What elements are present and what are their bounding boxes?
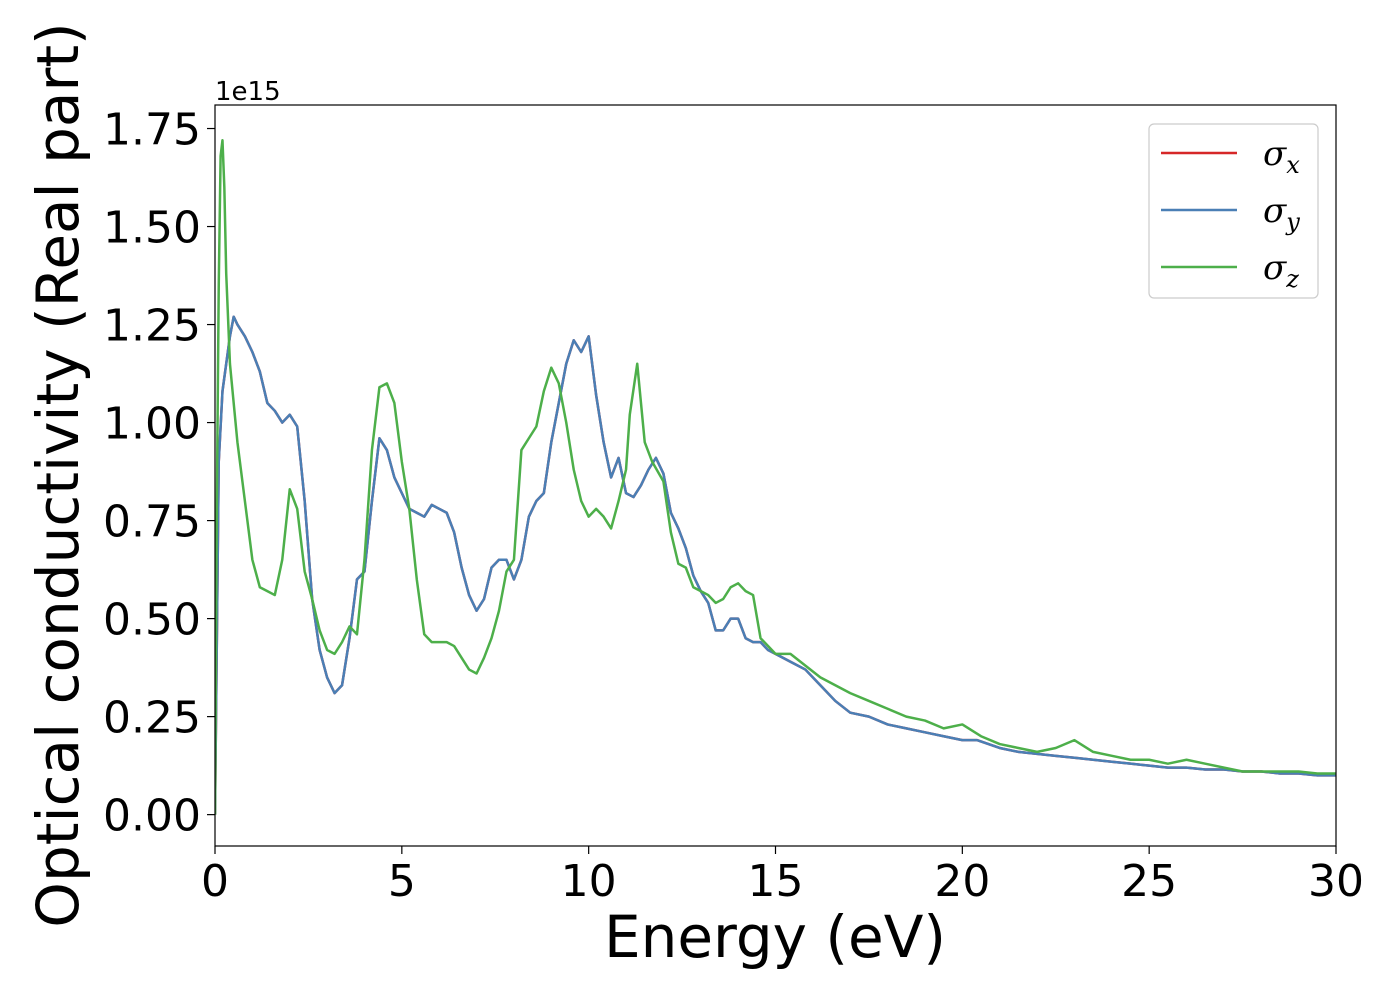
series-line-z	[215, 139, 1336, 815]
x-tick-label: 30	[1308, 856, 1364, 907]
y-tick-label: 1.25	[103, 301, 201, 352]
y-tick-label: 0.75	[103, 497, 201, 548]
series-line-y	[215, 315, 1336, 815]
legend-subscript: y	[1285, 208, 1300, 236]
y-axis-label: Optical conductivity (Real part)	[24, 22, 92, 927]
legend-symbol: σ	[1263, 134, 1287, 174]
legend-subscript: x	[1286, 151, 1300, 179]
x-tick-label: 25	[1121, 856, 1177, 907]
y-tick-label: 0.25	[103, 693, 201, 744]
x-axis: 0 5 10 15 20 25 30	[201, 846, 1364, 907]
y-axis: 0.00 0.25 0.50 0.75 1.00 1.25 1.50 1.75	[103, 105, 215, 842]
y-tick-label: 1.00	[103, 399, 201, 450]
y-offset-label: 1e15	[215, 77, 281, 107]
x-tick-label: 15	[748, 856, 804, 907]
x-axis-label: Energy (eV)	[604, 903, 946, 971]
legend-label-x: σx	[1263, 134, 1300, 179]
y-tick-label: 0.00	[103, 791, 201, 842]
x-tick-label: 10	[561, 856, 617, 907]
legend-subscript: z	[1285, 265, 1299, 293]
x-tick-label: 20	[934, 856, 990, 907]
legend-symbol: σ	[1263, 248, 1287, 288]
x-tick-label: 5	[388, 856, 416, 907]
y-tick-label: 1.75	[103, 105, 201, 156]
y-tick-label: 1.50	[103, 203, 201, 254]
legend-label-z: σz	[1263, 248, 1299, 293]
legend-symbol: σ	[1263, 191, 1287, 231]
legend-label-y: σy	[1263, 191, 1300, 236]
series-layer	[215, 139, 1336, 815]
x-tick-label: 0	[201, 856, 229, 907]
y-tick-label: 0.50	[103, 595, 201, 646]
